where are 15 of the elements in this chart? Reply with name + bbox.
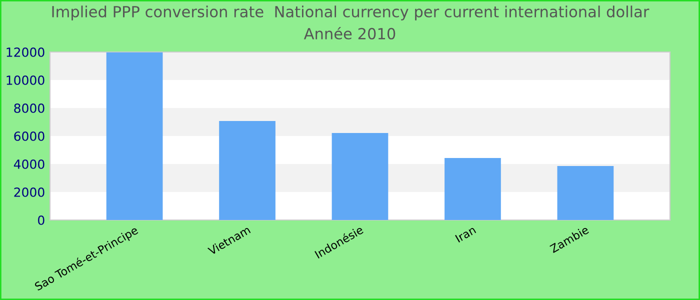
bar (332, 133, 388, 220)
chart-title: Implied PPP conversion rate National currency per current international dollar (52, 6, 650, 20)
bar (219, 121, 276, 220)
y-tick-label: 8000 (14, 103, 44, 113)
y-tick-label: 4000 (14, 159, 44, 169)
y-tick-label: 2000 (14, 187, 44, 197)
chart-subtitle: Année 2010 (304, 26, 396, 40)
y-tick-label: 10000 (6, 75, 44, 85)
bar (444, 158, 501, 220)
y-tick-label: 6000 (14, 131, 44, 141)
y-tick-label: 0 (38, 215, 44, 225)
bar (557, 166, 614, 220)
y-tick-label: 12000 (6, 47, 44, 57)
bar (106, 52, 163, 220)
x-tick-label: Iran (455, 226, 476, 243)
